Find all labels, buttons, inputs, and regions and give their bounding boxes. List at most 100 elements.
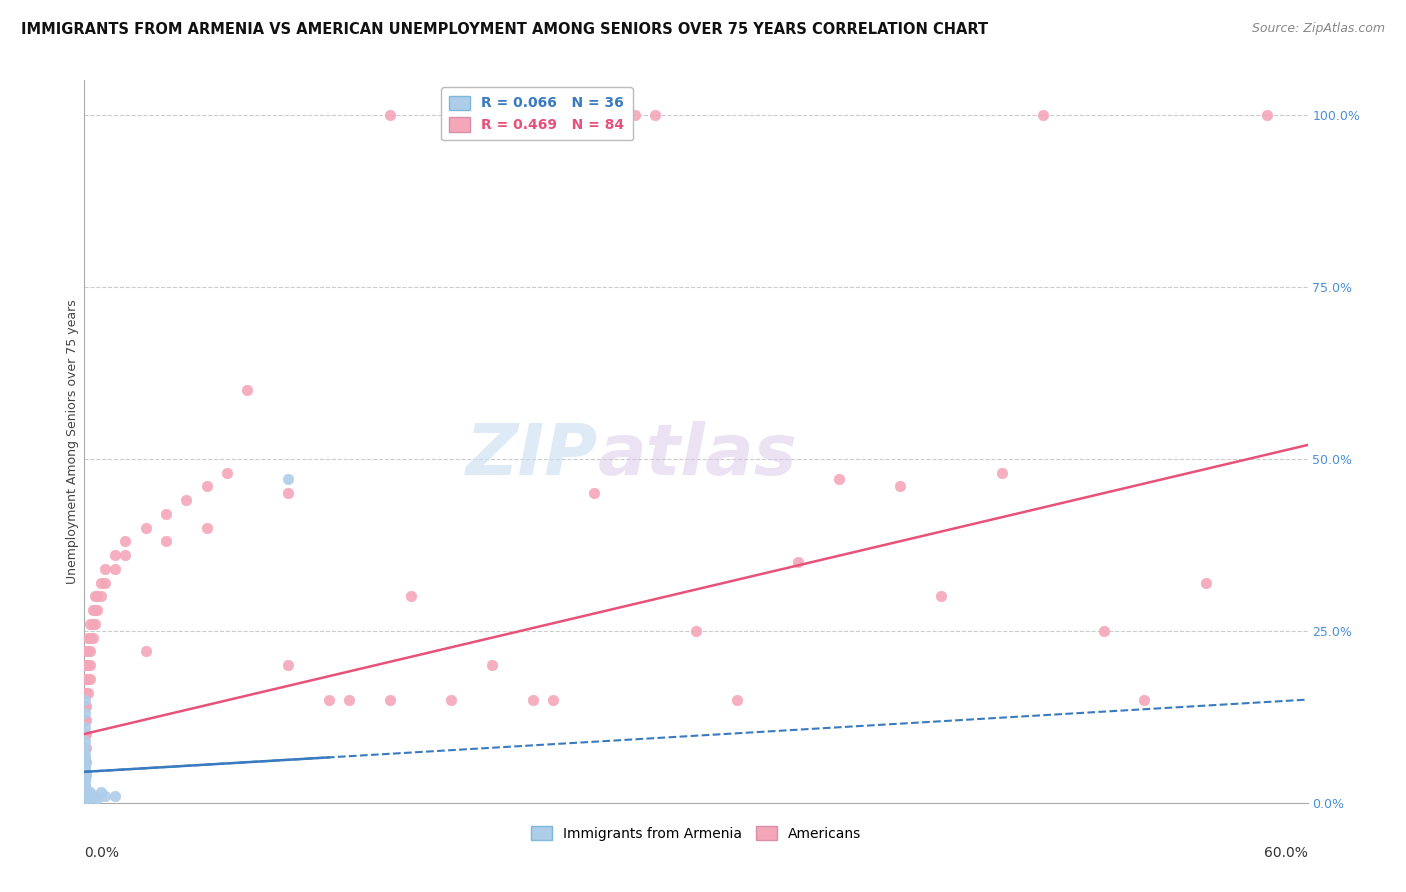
Point <box>77 686 100 700</box>
Point <box>1195 575 1218 590</box>
Point <box>1256 108 1278 122</box>
Point <box>75 792 97 806</box>
Point <box>75 672 97 686</box>
Point <box>155 507 177 521</box>
Point <box>93 562 115 576</box>
Point <box>75 740 97 755</box>
Point <box>79 658 101 673</box>
Text: 0.0%: 0.0% <box>84 847 120 860</box>
Point <box>90 785 112 799</box>
Point <box>75 747 97 762</box>
Point <box>82 603 104 617</box>
Point <box>79 644 101 658</box>
Legend: Immigrants from Armenia, Americans: Immigrants from Armenia, Americans <box>526 821 866 847</box>
Point <box>75 782 97 797</box>
Point <box>82 616 104 631</box>
Point <box>77 792 100 806</box>
Point <box>75 740 97 755</box>
Point <box>75 768 97 782</box>
Point <box>75 734 97 748</box>
Point <box>114 534 136 549</box>
Point <box>828 472 851 486</box>
Point <box>83 590 105 604</box>
Point <box>75 789 97 803</box>
Point <box>104 789 127 803</box>
Point <box>77 658 100 673</box>
Point <box>75 686 97 700</box>
Point <box>86 590 108 604</box>
Point <box>75 772 97 786</box>
Point <box>75 768 97 782</box>
Point <box>217 466 239 480</box>
Point <box>75 713 97 727</box>
Point <box>195 479 218 493</box>
Point <box>83 616 105 631</box>
Point <box>75 764 97 779</box>
Point <box>75 755 97 769</box>
Point <box>787 555 810 569</box>
Point <box>75 785 97 799</box>
Point <box>195 520 218 534</box>
Point <box>75 755 97 769</box>
Point <box>75 672 97 686</box>
Point <box>77 672 100 686</box>
Point <box>380 692 402 706</box>
Point <box>75 644 97 658</box>
Point <box>75 713 97 727</box>
Point <box>77 631 100 645</box>
Point <box>481 658 503 673</box>
Point <box>114 548 136 562</box>
Point <box>75 740 97 755</box>
Point <box>75 658 97 673</box>
Point <box>277 472 299 486</box>
Point <box>75 727 97 741</box>
Point <box>75 782 97 797</box>
Point <box>86 792 108 806</box>
Point <box>277 486 299 500</box>
Point <box>685 624 707 638</box>
Point <box>583 486 606 500</box>
Point <box>77 789 100 803</box>
Point <box>79 631 101 645</box>
Y-axis label: Unemployment Among Seniors over 75 years: Unemployment Among Seniors over 75 years <box>66 299 79 584</box>
Point <box>75 789 97 803</box>
Point <box>339 692 361 706</box>
Point <box>522 692 544 706</box>
Point <box>104 562 127 576</box>
Point <box>75 782 97 797</box>
Point <box>75 699 97 714</box>
Point <box>75 751 97 765</box>
Text: Source: ZipAtlas.com: Source: ZipAtlas.com <box>1251 22 1385 36</box>
Point <box>75 792 97 806</box>
Point <box>889 479 911 493</box>
Point <box>929 590 952 604</box>
Point <box>79 672 101 686</box>
Text: atlas: atlas <box>598 422 797 491</box>
Point <box>90 575 112 590</box>
Point <box>75 699 97 714</box>
Point <box>86 603 108 617</box>
Point <box>79 616 101 631</box>
Point <box>277 658 299 673</box>
Point <box>725 692 748 706</box>
Point <box>135 520 157 534</box>
Point <box>75 658 97 673</box>
Point <box>82 789 104 803</box>
Point <box>174 493 197 508</box>
Point <box>380 108 402 122</box>
Point <box>522 108 544 122</box>
Point <box>77 644 100 658</box>
Point <box>991 466 1014 480</box>
Point <box>155 534 177 549</box>
Point <box>1032 108 1054 122</box>
Point <box>75 761 97 775</box>
Point <box>82 631 104 645</box>
Point <box>75 720 97 734</box>
Point <box>135 644 157 658</box>
Point <box>318 692 340 706</box>
Point <box>79 785 101 799</box>
Point <box>75 692 97 706</box>
Point <box>1092 624 1115 638</box>
Point <box>104 548 127 562</box>
Text: 60.0%: 60.0% <box>1264 847 1308 860</box>
